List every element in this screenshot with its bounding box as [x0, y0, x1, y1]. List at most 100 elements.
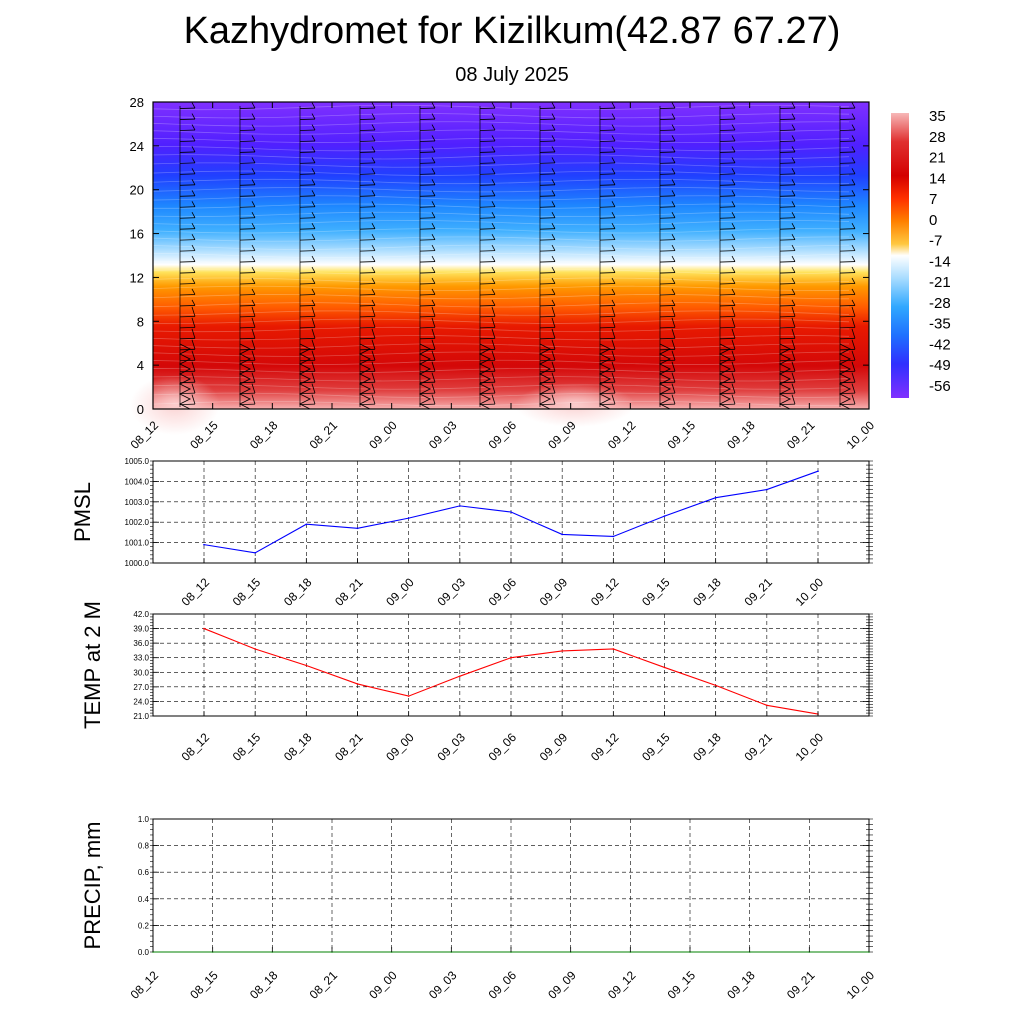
wind-barb-flag [431, 157, 436, 164]
wind-barb-flag [731, 361, 736, 372]
wind-barb-shaft [179, 129, 196, 131]
wind-barb-flag [251, 244, 256, 251]
wind-barb-shaft [599, 151, 616, 153]
contour-line [152, 211, 850, 217]
data-point [714, 684, 717, 687]
data-point [561, 650, 563, 652]
wind-barb-flag [551, 361, 556, 372]
wind-barb-flag [191, 244, 196, 251]
wind-barb-shaft [179, 162, 196, 164]
wind-barb-flag [311, 350, 316, 361]
wind-barb-shaft [659, 261, 676, 263]
wind-barb-flag [851, 266, 856, 273]
wind-barb-flag [731, 190, 736, 196]
wind-barb-flag [431, 383, 436, 394]
wind-barb-flag [311, 288, 316, 295]
data-point [459, 505, 461, 507]
wind-barb-shaft [839, 217, 856, 219]
wind-barb-shaft [599, 272, 616, 274]
wind-barb-shaft [239, 294, 256, 296]
x-tick-label: 09_18 [690, 575, 724, 609]
wind-barb-shaft [839, 118, 856, 120]
wind-barb-flag [791, 244, 796, 251]
wind-barb-flag [671, 361, 676, 372]
wind-barb-shaft [359, 107, 376, 109]
wind-barb-shaft [419, 151, 436, 153]
wind-barb-shaft [239, 184, 256, 186]
wind-barb-shaft [659, 326, 676, 329]
wind-barb-flag [731, 383, 736, 394]
wind-barb-flag [611, 288, 616, 295]
wind-barb-shaft [479, 294, 496, 296]
wind-barb-shaft [179, 305, 196, 307]
wind-barb-flag [791, 350, 796, 361]
wind-barb-shaft [659, 162, 676, 164]
wind-barb-flag [491, 102, 496, 109]
wind-barb-shaft [779, 305, 796, 307]
contour-line [152, 121, 850, 127]
wind-barb-shaft [599, 107, 616, 109]
wind-barb-shaft [539, 337, 556, 340]
wind-barb-flag [431, 124, 436, 131]
wind-barb-flag [791, 255, 796, 262]
wind-barb-shaft [659, 392, 676, 395]
wind-barb-shaft [359, 261, 376, 263]
wind-barb-shaft [419, 129, 436, 131]
y-tick-label: 42.0 [133, 610, 149, 619]
colorbar-label: -42 [929, 336, 951, 353]
wind-barb-shaft [419, 403, 436, 406]
wind-barb-flag [611, 102, 616, 109]
y-axis-title: PMSL [70, 482, 95, 542]
wind-barb-flag [671, 179, 676, 186]
colorbar-strip [891, 113, 909, 398]
wind-barb-shaft [599, 250, 616, 252]
y-tick-label: 16 [130, 227, 144, 242]
wind-barb-flag [791, 328, 796, 339]
wind-barb-shaft [299, 316, 316, 318]
wind-barb-shaft [539, 294, 556, 296]
x-tick-label: 09_21 [784, 968, 818, 1002]
x-tick-label: 09_18 [724, 418, 758, 452]
wind-barb-shaft [359, 337, 376, 340]
wind-barb-flag [791, 212, 796, 218]
wind-barb-shaft [539, 206, 556, 208]
wind-barb-shaft [779, 348, 796, 351]
wind-barb-flag [551, 299, 556, 306]
wind-barb-shaft [839, 348, 856, 351]
wind-barb-shaft [479, 272, 496, 274]
wind-barb-flag [491, 361, 496, 372]
wind-barb-flag [431, 179, 436, 186]
x-tick-label: 09_15 [665, 968, 699, 1002]
y-axis-title: TEMP at 2 M [80, 601, 105, 729]
wind-barb-flag [491, 299, 496, 306]
wind-barb-flag [851, 328, 856, 339]
wind-barb-shaft [179, 118, 196, 120]
wind-barb-shaft [659, 118, 676, 120]
wind-barb-flag [191, 222, 196, 229]
wind-barb-flag [731, 288, 736, 295]
wind-barb-flag [491, 328, 496, 339]
contour-line [152, 269, 850, 275]
wind-barb-shaft [779, 326, 796, 329]
wind-barb-flag [731, 102, 736, 109]
wind-barb-flag [851, 233, 856, 240]
wind-barb-flag [491, 212, 496, 218]
wind-barb-flag [311, 179, 316, 186]
wind-barb-flag [671, 124, 676, 131]
wind-barb-flag [851, 306, 856, 317]
wind-barb-flag [371, 299, 376, 306]
wind-barb-flag [851, 299, 856, 306]
low-level-barb-trace [718, 343, 732, 410]
wind-barb-flag [431, 328, 436, 339]
wind-barb-flag [311, 339, 316, 350]
wind-barb-shaft [299, 348, 316, 351]
wind-barb-shaft [779, 392, 796, 395]
wind-barb-shaft [779, 129, 796, 131]
low-level-barb-trace [538, 343, 552, 410]
y-tick-label: 27.0 [133, 683, 149, 692]
wind-barb-flag [191, 361, 196, 372]
wind-barb-flag [791, 306, 796, 317]
wind-barb-flag [611, 113, 616, 120]
wind-barb-flag [731, 222, 736, 229]
